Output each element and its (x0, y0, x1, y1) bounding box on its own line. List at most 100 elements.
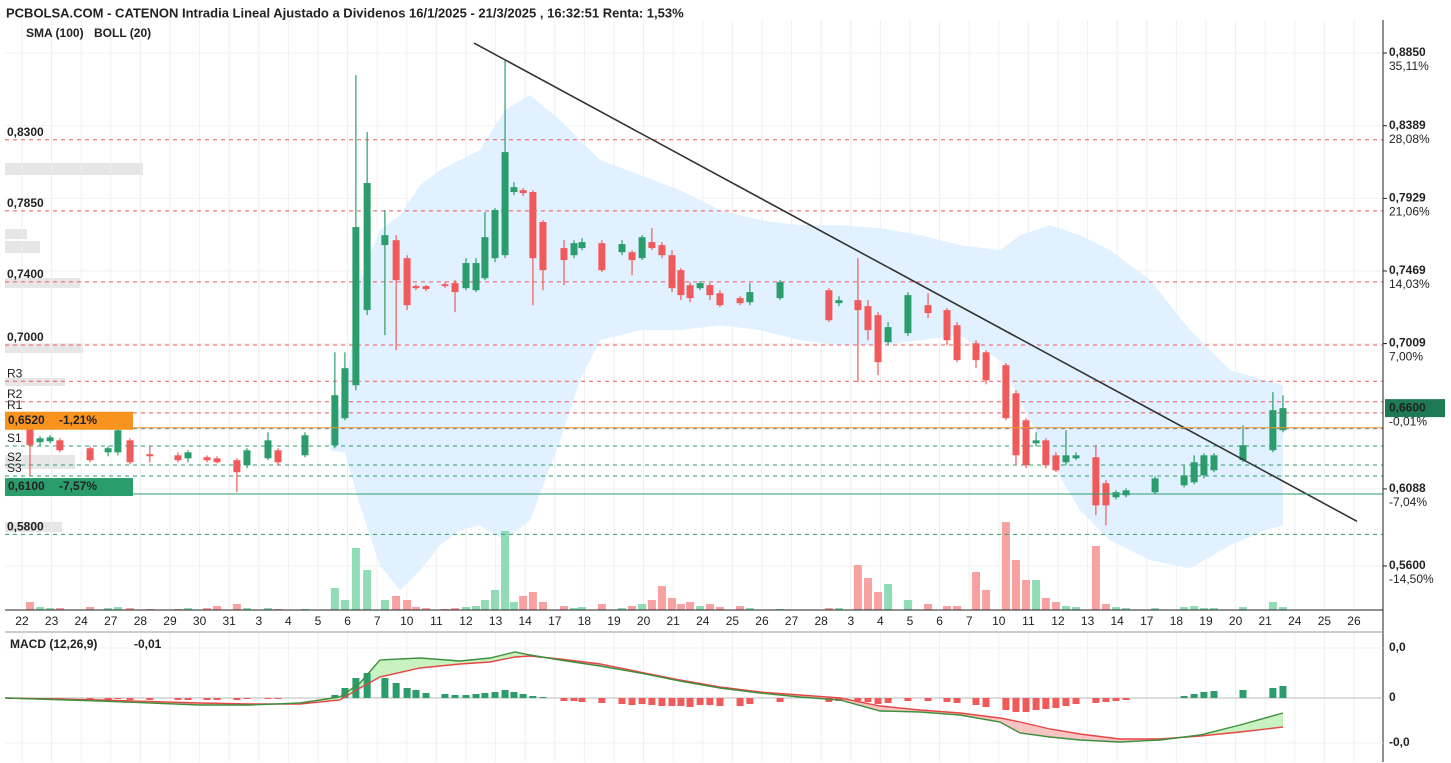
volume-bar (736, 606, 745, 610)
candle-body (1180, 475, 1188, 486)
profile-bar (5, 241, 40, 253)
y-tick-pct: -7,04% (1389, 495, 1427, 509)
macd-hist (1239, 690, 1247, 698)
macd-hist (578, 698, 586, 702)
x-tick-label: 23 (45, 614, 59, 628)
volume-bar (461, 607, 470, 610)
volume-bar (1238, 607, 1247, 610)
x-tick-label: 22 (15, 614, 29, 628)
volume-bar (1180, 607, 1189, 610)
macd-hist (618, 698, 626, 704)
y-tick-label: 0,7469 (1389, 263, 1426, 277)
volume-bar (696, 606, 705, 610)
volume-bar (971, 572, 980, 610)
level-label: S3 (7, 461, 22, 475)
candle-body (1239, 445, 1247, 461)
macd-hist (1279, 686, 1287, 698)
macd-title: MACD (12,26,9) (10, 637, 97, 651)
candle-body (1190, 462, 1198, 483)
macd-fill (489, 652, 516, 662)
macd-hist (628, 698, 636, 705)
volume-bar (874, 592, 883, 610)
volume-bar (578, 607, 587, 610)
volume-bar (1032, 580, 1041, 610)
volume-bar (25, 602, 34, 610)
macd-hist (441, 694, 449, 698)
candle-body (648, 242, 656, 249)
macd-hist (668, 698, 676, 706)
profile-bar (5, 455, 75, 469)
volume-bar (676, 604, 685, 610)
volume-bar (55, 608, 64, 610)
x-tick-label: 12 (459, 614, 473, 628)
macd-hist (481, 693, 489, 698)
candle-body (363, 183, 371, 311)
candle-body (716, 293, 724, 306)
profile-bar (5, 378, 65, 386)
macd-hist (884, 698, 892, 703)
x-tick-label: 27 (785, 614, 799, 628)
macd-hist (686, 698, 694, 707)
candle-body (578, 242, 586, 249)
macd-hist (1122, 698, 1130, 700)
y-tick-pct: 14,03% (1389, 277, 1430, 291)
macd-hist (381, 678, 389, 698)
x-tick-label: 24 (75, 614, 89, 628)
macd-hist (982, 698, 990, 707)
macd-hist (1200, 692, 1208, 698)
candle-body (472, 263, 480, 291)
macd-hist (203, 698, 211, 700)
price-box (5, 478, 133, 497)
macd-macd-line (5, 651, 1284, 743)
volume-bar (570, 608, 579, 610)
candle-body (114, 430, 122, 453)
macd-hist (1042, 698, 1050, 709)
candle-body (243, 450, 251, 466)
macd-hist (696, 698, 704, 705)
candle-body (451, 283, 459, 293)
volume-bar (519, 596, 528, 610)
macd-hist (1072, 698, 1080, 704)
macd-hist (972, 698, 980, 705)
x-tick-label: 20 (637, 614, 651, 628)
volume-bar (242, 608, 251, 610)
candle-body (1200, 455, 1208, 476)
candle-body (668, 255, 676, 289)
candle-body (835, 300, 843, 304)
candle-body (953, 325, 961, 361)
macd-hist (1180, 696, 1188, 698)
candle-body (864, 306, 872, 331)
y-tick-label: 0,8389 (1389, 118, 1426, 132)
volume-bar (263, 608, 272, 610)
volume-bar (745, 608, 754, 610)
volume-bar (184, 608, 193, 610)
x-tick-label: 4 (285, 614, 292, 628)
candle-body (233, 460, 241, 473)
candle-body (696, 283, 704, 289)
volume-bar (501, 531, 510, 610)
candle-body (26, 425, 34, 446)
macd-hist (243, 698, 251, 699)
x-tick-label: 24 (696, 614, 710, 628)
macd-hist (472, 694, 480, 698)
macd-hist (274, 698, 282, 699)
candle-body (412, 286, 420, 289)
candle-body (422, 286, 430, 290)
x-tick-label: 19 (607, 614, 621, 628)
x-tick-label: 29 (163, 614, 177, 628)
candle-body (776, 282, 784, 299)
volume-bar (392, 596, 401, 610)
macd-hist (638, 698, 646, 704)
candle-body (529, 192, 537, 259)
candle-body (341, 368, 349, 419)
y-tick-pct: 7,00% (1389, 350, 1423, 364)
x-tick-label: 10 (992, 614, 1006, 628)
macd-hist (233, 698, 241, 700)
volume-bar (834, 608, 843, 610)
macd-hist (462, 695, 470, 698)
candle-body (884, 327, 892, 343)
x-tick-label: 6 (936, 614, 943, 628)
last-price-box (1385, 399, 1445, 418)
macd-hist (1022, 698, 1030, 712)
macd-signal-line (5, 655, 1284, 740)
